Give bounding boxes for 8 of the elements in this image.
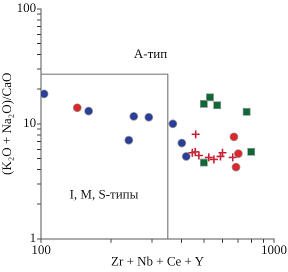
x-axis-title: Zr + Nb + Ce + Y bbox=[111, 254, 205, 269]
y-tick-label: 1 bbox=[30, 230, 36, 246]
annotation: I, M, S-типы bbox=[70, 186, 139, 202]
x-tick-label: 1000 bbox=[261, 242, 287, 258]
y-tick-label: 100 bbox=[16, 0, 36, 16]
annotation: А-тип bbox=[134, 46, 168, 62]
y-axis-title: (K₂O + Na₂O)/CaO bbox=[0, 72, 14, 175]
y-tick-label: 10 bbox=[23, 115, 36, 130]
